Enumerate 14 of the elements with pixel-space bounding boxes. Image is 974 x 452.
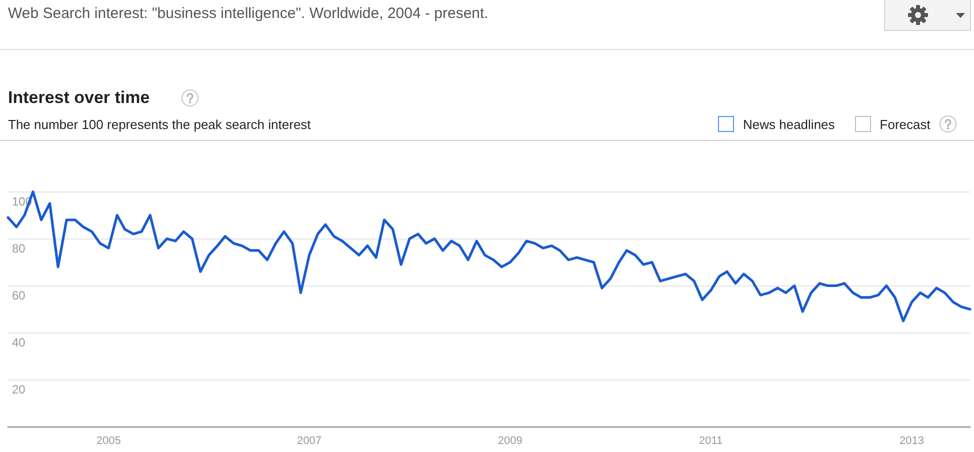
y-tick-label: 60	[12, 288, 26, 303]
x-tick-label: 2011	[698, 435, 723, 448]
x-tick-label: 2007	[297, 435, 322, 448]
text: Web Search interest: "business intelligence". Worldwide, 2004 - present.	[8, 5, 488, 22]
text: Forecast	[880, 116, 930, 132]
x-tick-label: 2005	[96, 435, 121, 448]
chart-subtitle: The number 100 represents the peak search interest	[8, 117, 311, 132]
chart-title: Interest over time	[8, 88, 150, 108]
x-tick-label: 2009	[498, 435, 522, 448]
y-tick-label: 80	[12, 242, 26, 256]
y-tick-label: 40	[12, 336, 26, 350]
text: News headlines	[743, 116, 835, 132]
y-tick-label: 20	[12, 382, 26, 397]
x-tick-label: 2013	[899, 435, 924, 448]
